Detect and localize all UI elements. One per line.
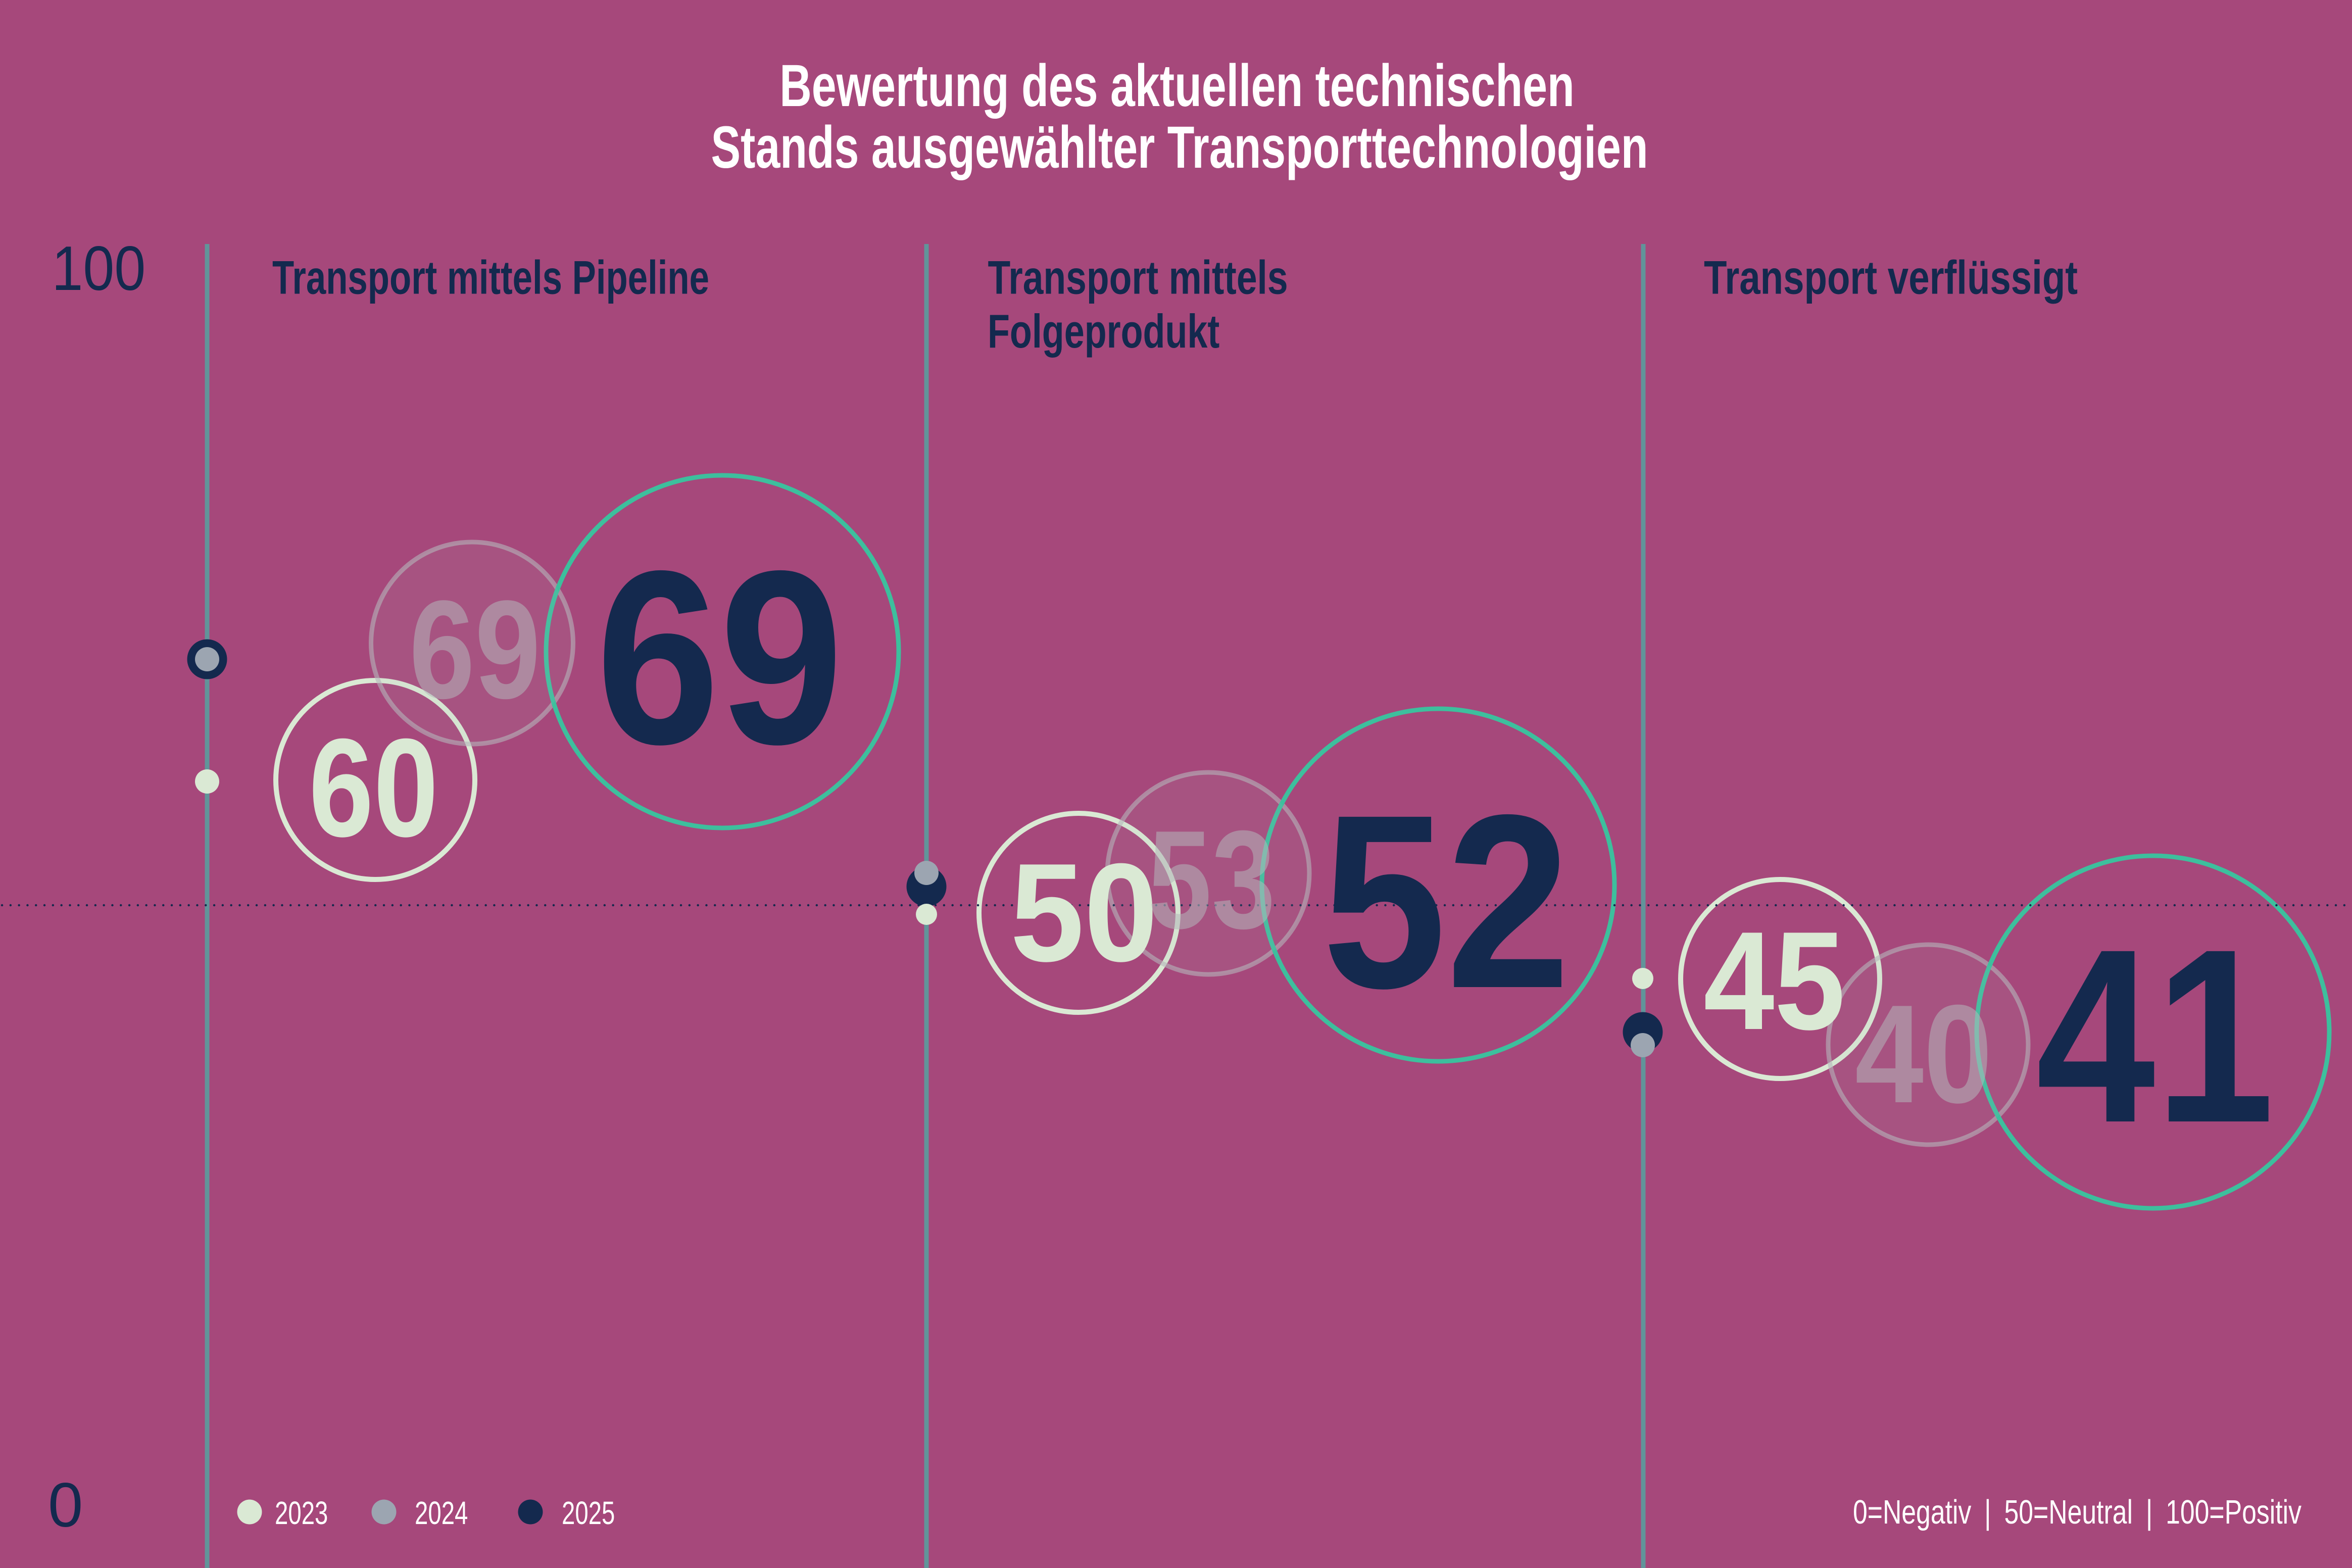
svg-text:2023: 2023	[275, 1495, 328, 1531]
svg-text:Stands ausgewählter Transportt: Stands ausgewählter Transporttechnologie…	[711, 115, 1648, 181]
svg-text:69: 69	[409, 572, 541, 728]
svg-text:2025: 2025	[562, 1495, 615, 1531]
svg-text:52: 52	[1322, 763, 1570, 1040]
svg-text:Transport mittels: Transport mittels	[988, 251, 1288, 304]
svg-text:0: 0	[48, 1471, 83, 1540]
svg-text:40: 40	[1855, 976, 1992, 1133]
svg-text:0=Negativ | 50=Neutral | 100=P: 0=Negativ | 50=Neutral | 100=Positiv	[1853, 1493, 2301, 1531]
svg-text:Transport verflüssigt: Transport verflüssigt	[1704, 251, 2078, 304]
svg-text:Bewertung des aktuellen techni: Bewertung des aktuellen technischen	[779, 53, 1574, 120]
svg-text:60: 60	[309, 710, 438, 866]
svg-text:Transport mittels Pipeline: Transport mittels Pipeline	[272, 251, 709, 304]
svg-text:2024: 2024	[415, 1495, 468, 1531]
svg-text:50: 50	[1010, 835, 1158, 991]
svg-text:100: 100	[52, 233, 146, 303]
svg-text:53: 53	[1148, 802, 1276, 958]
svg-text:Folgeprodukt: Folgeprodukt	[988, 305, 1219, 358]
svg-text:41: 41	[2036, 898, 2275, 1174]
svg-text:69: 69	[596, 519, 844, 796]
svg-text:45: 45	[1703, 903, 1845, 1059]
